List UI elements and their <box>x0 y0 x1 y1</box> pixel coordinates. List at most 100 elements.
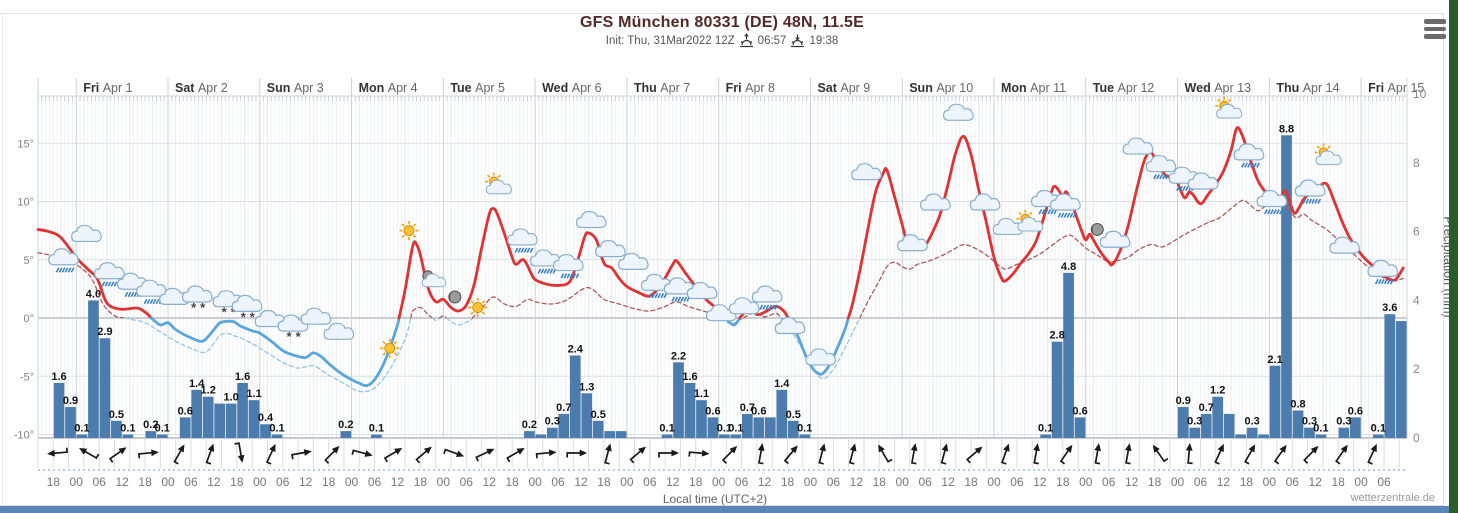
svg-text:*: * <box>231 305 237 320</box>
precip-bar <box>191 389 203 438</box>
wind-arrow <box>1124 443 1132 465</box>
precip-bar <box>99 338 111 438</box>
wind-arrow <box>506 448 525 463</box>
precip-bar <box>1074 417 1086 438</box>
svg-text:*: * <box>200 300 206 315</box>
wind-arrow <box>324 445 340 464</box>
time-tick-label: 00 <box>161 475 175 489</box>
time-tick-label: 00 <box>896 475 910 489</box>
sun-cloud-icon <box>1016 209 1044 232</box>
time-tick-label: 18 <box>505 475 519 489</box>
precip-bar <box>696 400 707 438</box>
precip-value-label: 1.4 <box>189 378 205 390</box>
hamburger-menu-icon[interactable] <box>1424 19 1447 42</box>
precip-bar <box>524 431 535 438</box>
day-label: Fri Apr 15 <box>1368 81 1424 95</box>
precip-value-label: 1.1 <box>246 388 261 400</box>
rain-icon <box>507 228 538 253</box>
precip-bar <box>1292 410 1304 438</box>
temp-tick-label: -10° <box>14 430 34 442</box>
cloud-icon <box>1187 172 1219 190</box>
day-label: Thu Apr 7 <box>634 81 690 95</box>
rain-icon <box>663 277 695 302</box>
precip-value-label: 2.2 <box>671 350 686 362</box>
precip-bar <box>684 382 696 438</box>
temp-tick-label: 0° <box>23 313 34 325</box>
card-bottom-border <box>0 505 1444 506</box>
precip-value-label: 0.1 <box>155 423 170 435</box>
wind-arrow <box>878 444 893 463</box>
wind-arrow <box>265 443 276 465</box>
precip-value-label: 0.3 <box>545 416 560 428</box>
precip-bar <box>1338 427 1350 438</box>
time-tick-label: 18 <box>1056 475 1070 489</box>
wind-arrow <box>1273 444 1287 465</box>
precip-value-label: 2.8 <box>1049 330 1064 342</box>
time-tick-label: 18 <box>1148 475 1162 489</box>
precip-bar <box>1177 407 1189 438</box>
sun-cloud-icon <box>484 172 512 195</box>
svg-text:Thu Apr 7: Thu Apr 7 <box>634 81 690 95</box>
wind-arrow <box>940 443 949 465</box>
wind-arrow <box>351 449 373 457</box>
day-label: Fri Apr 1 <box>83 81 132 95</box>
time-tick-label: 12 <box>574 475 588 489</box>
precip-bar <box>673 362 684 438</box>
precip-bar <box>340 431 352 438</box>
chart-header: GFS München 80331 (DE) 48N, 11.5E Init: … <box>0 14 1444 48</box>
rain-icon <box>136 279 167 305</box>
wind-arrow <box>1367 443 1377 465</box>
precip-value-label: 1.6 <box>682 371 697 383</box>
wind-strip <box>37 438 1407 471</box>
svg-text:Mon Apr 11: Mon Apr 11 <box>1001 81 1066 95</box>
time-tick-label: 12 <box>850 475 864 489</box>
precip-value-label: 0.4 <box>258 412 274 424</box>
precip-value-label: 0.1 <box>1371 423 1386 435</box>
sun-icon <box>399 221 419 241</box>
time-tick-label: 00 <box>1354 475 1368 489</box>
precip-bar <box>1040 434 1051 438</box>
time-tick-label: 06 <box>827 475 841 489</box>
precip-bar <box>76 434 88 438</box>
time-tick-label: 18 <box>138 475 152 489</box>
precip-value-label: 0.6 <box>1072 405 1087 417</box>
precip-value-label: 1.4 <box>774 378 790 390</box>
precip-bar <box>122 434 134 438</box>
chart-subtitle: Init: Thu, 31Mar2022 12Z 06:57 19:38 <box>0 33 1444 48</box>
precip-value-label: 0.1 <box>1313 423 1328 435</box>
rain-icon <box>552 253 584 279</box>
precip-bar <box>1212 396 1224 438</box>
wind-arrow <box>721 445 738 464</box>
precip-bar <box>581 393 593 438</box>
day-label: Sat Apr 2 <box>175 81 228 95</box>
precip-bar <box>237 382 248 438</box>
precip-value-label: 2.9 <box>97 326 112 338</box>
svg-text:Sat Apr 9: Sat Apr 9 <box>817 81 870 95</box>
day-label: Sun Apr 10 <box>909 81 973 95</box>
wind-arrow <box>535 449 557 459</box>
time-tick-label: 12 <box>391 475 405 489</box>
temp-tick-label: 5° <box>23 255 34 267</box>
precip-value-label: 0.1 <box>74 423 89 435</box>
precip-bar <box>707 417 719 438</box>
time-tick-label: 12 <box>1309 475 1323 489</box>
precip-value-label: 0.6 <box>1348 405 1363 417</box>
precip-value-label: 0.7 <box>740 402 755 414</box>
time-tick-label: 12 <box>115 475 129 489</box>
precip-bar <box>271 434 283 438</box>
precip-value-label: 0.2 <box>522 419 537 431</box>
svg-text:Mon Apr 4: Mon Apr 4 <box>359 81 418 95</box>
precip-value-label: 2.1 <box>1267 354 1282 366</box>
day-label: Tue Apr 5 <box>450 81 505 95</box>
svg-text:*: * <box>287 329 293 344</box>
wind-arrow <box>205 443 215 465</box>
svg-text:Tue Apr 5: Tue Apr 5 <box>450 81 505 95</box>
precip-bar <box>1235 434 1246 438</box>
precip-bar <box>1269 365 1281 438</box>
precip-bar <box>202 396 214 438</box>
time-tick-label: 00 <box>712 475 726 489</box>
precip-value-label: 0.7 <box>1199 402 1214 414</box>
precip-bar <box>592 420 604 438</box>
cloud-icon <box>575 210 607 229</box>
precip-value-label: 1.6 <box>235 371 250 383</box>
